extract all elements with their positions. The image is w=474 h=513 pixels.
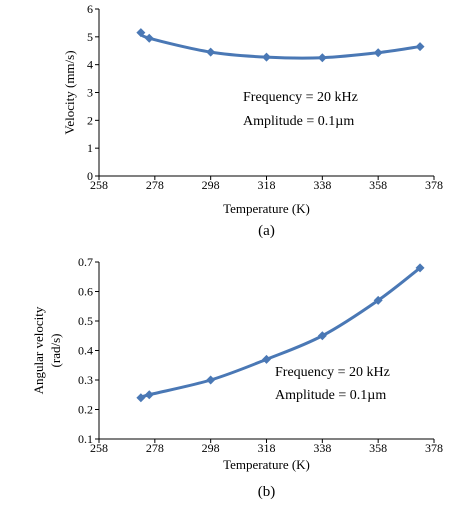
y-tick-label: 0.5 (78, 314, 93, 328)
y-tick-label: 0.3 (78, 373, 93, 387)
x-tick-label: 378 (425, 441, 443, 455)
x-tick-label: 318 (258, 441, 276, 455)
data-point-marker (317, 331, 327, 341)
annotation-text: Frequency = 20 kHz (275, 365, 390, 380)
y-tick-label: 0 (87, 169, 93, 183)
chart-panel-a: 258 278 298 318 338 358 378 0 1 2 3 4 5 6 Temperature … (62, 2, 443, 239)
y-tick-label: 2 (87, 113, 93, 127)
data-point-marker (262, 354, 271, 364)
x-tick-label: 358 (369, 178, 387, 192)
y-tick-label: 0.1 (78, 432, 93, 446)
x-tick-label: 338 (313, 178, 331, 192)
y-tick-label: 1 (87, 141, 93, 155)
data-point-marker (373, 48, 383, 58)
y-tick-label: 0.4 (78, 344, 93, 358)
x-tick-label: 298 (202, 441, 220, 455)
x-tick-label: 378 (425, 178, 443, 192)
x-axis-label: Temperature (K) (223, 457, 310, 472)
x-tick-label: 358 (369, 441, 387, 455)
data-point-marker (136, 393, 146, 403)
y-tick-label: 0.7 (78, 255, 93, 269)
x-tick-label: 258 (90, 178, 108, 192)
x-tick-label: 278 (146, 441, 164, 455)
y-tick-label: 5 (87, 30, 93, 44)
x-tick-label: 298 (202, 178, 220, 192)
y-tick-label: 6 (87, 2, 93, 16)
x-axis-label: Temperature (K) (223, 201, 310, 216)
y-tick-label: 4 (87, 58, 93, 72)
data-point-marker (262, 52, 271, 62)
data-point-marker (415, 42, 425, 52)
y-axis-label: Velocity (mm/s) (62, 50, 77, 134)
y-axis-label: Angular velocity (31, 306, 46, 394)
data-point-marker (415, 263, 425, 273)
x-tick-label: 338 (313, 441, 331, 455)
y-tick-label: 0.2 (78, 403, 93, 417)
data-point-marker (206, 47, 216, 57)
annotation-text: Amplitude = 0.1µm (275, 388, 386, 403)
data-point-marker (144, 390, 154, 400)
x-tick-label: 258 (90, 441, 108, 455)
x-tick-label: 278 (146, 178, 164, 192)
data-point-marker (136, 28, 146, 38)
annotation-text: Amplitude = 0.1µm (243, 114, 354, 129)
data-point-marker (317, 53, 327, 63)
data-point-marker (144, 33, 154, 43)
x-tick-label: 318 (258, 178, 276, 192)
data-point-marker (373, 295, 383, 305)
y-axis-label: (rad/s) (48, 334, 63, 368)
y-tick-label: 3 (87, 86, 93, 100)
chart-panel-b: 258 278 298 318 338 358 378 0.1 0.2 0.3 0.4 0.5 0.6 0… (31, 255, 443, 500)
y-tick-label: 0.6 (78, 285, 93, 299)
panel-label: (b) (258, 484, 276, 500)
panel-label: (a) (258, 223, 275, 239)
annotation-text: Frequency = 20 kHz (243, 90, 358, 105)
data-point-marker (206, 375, 216, 385)
